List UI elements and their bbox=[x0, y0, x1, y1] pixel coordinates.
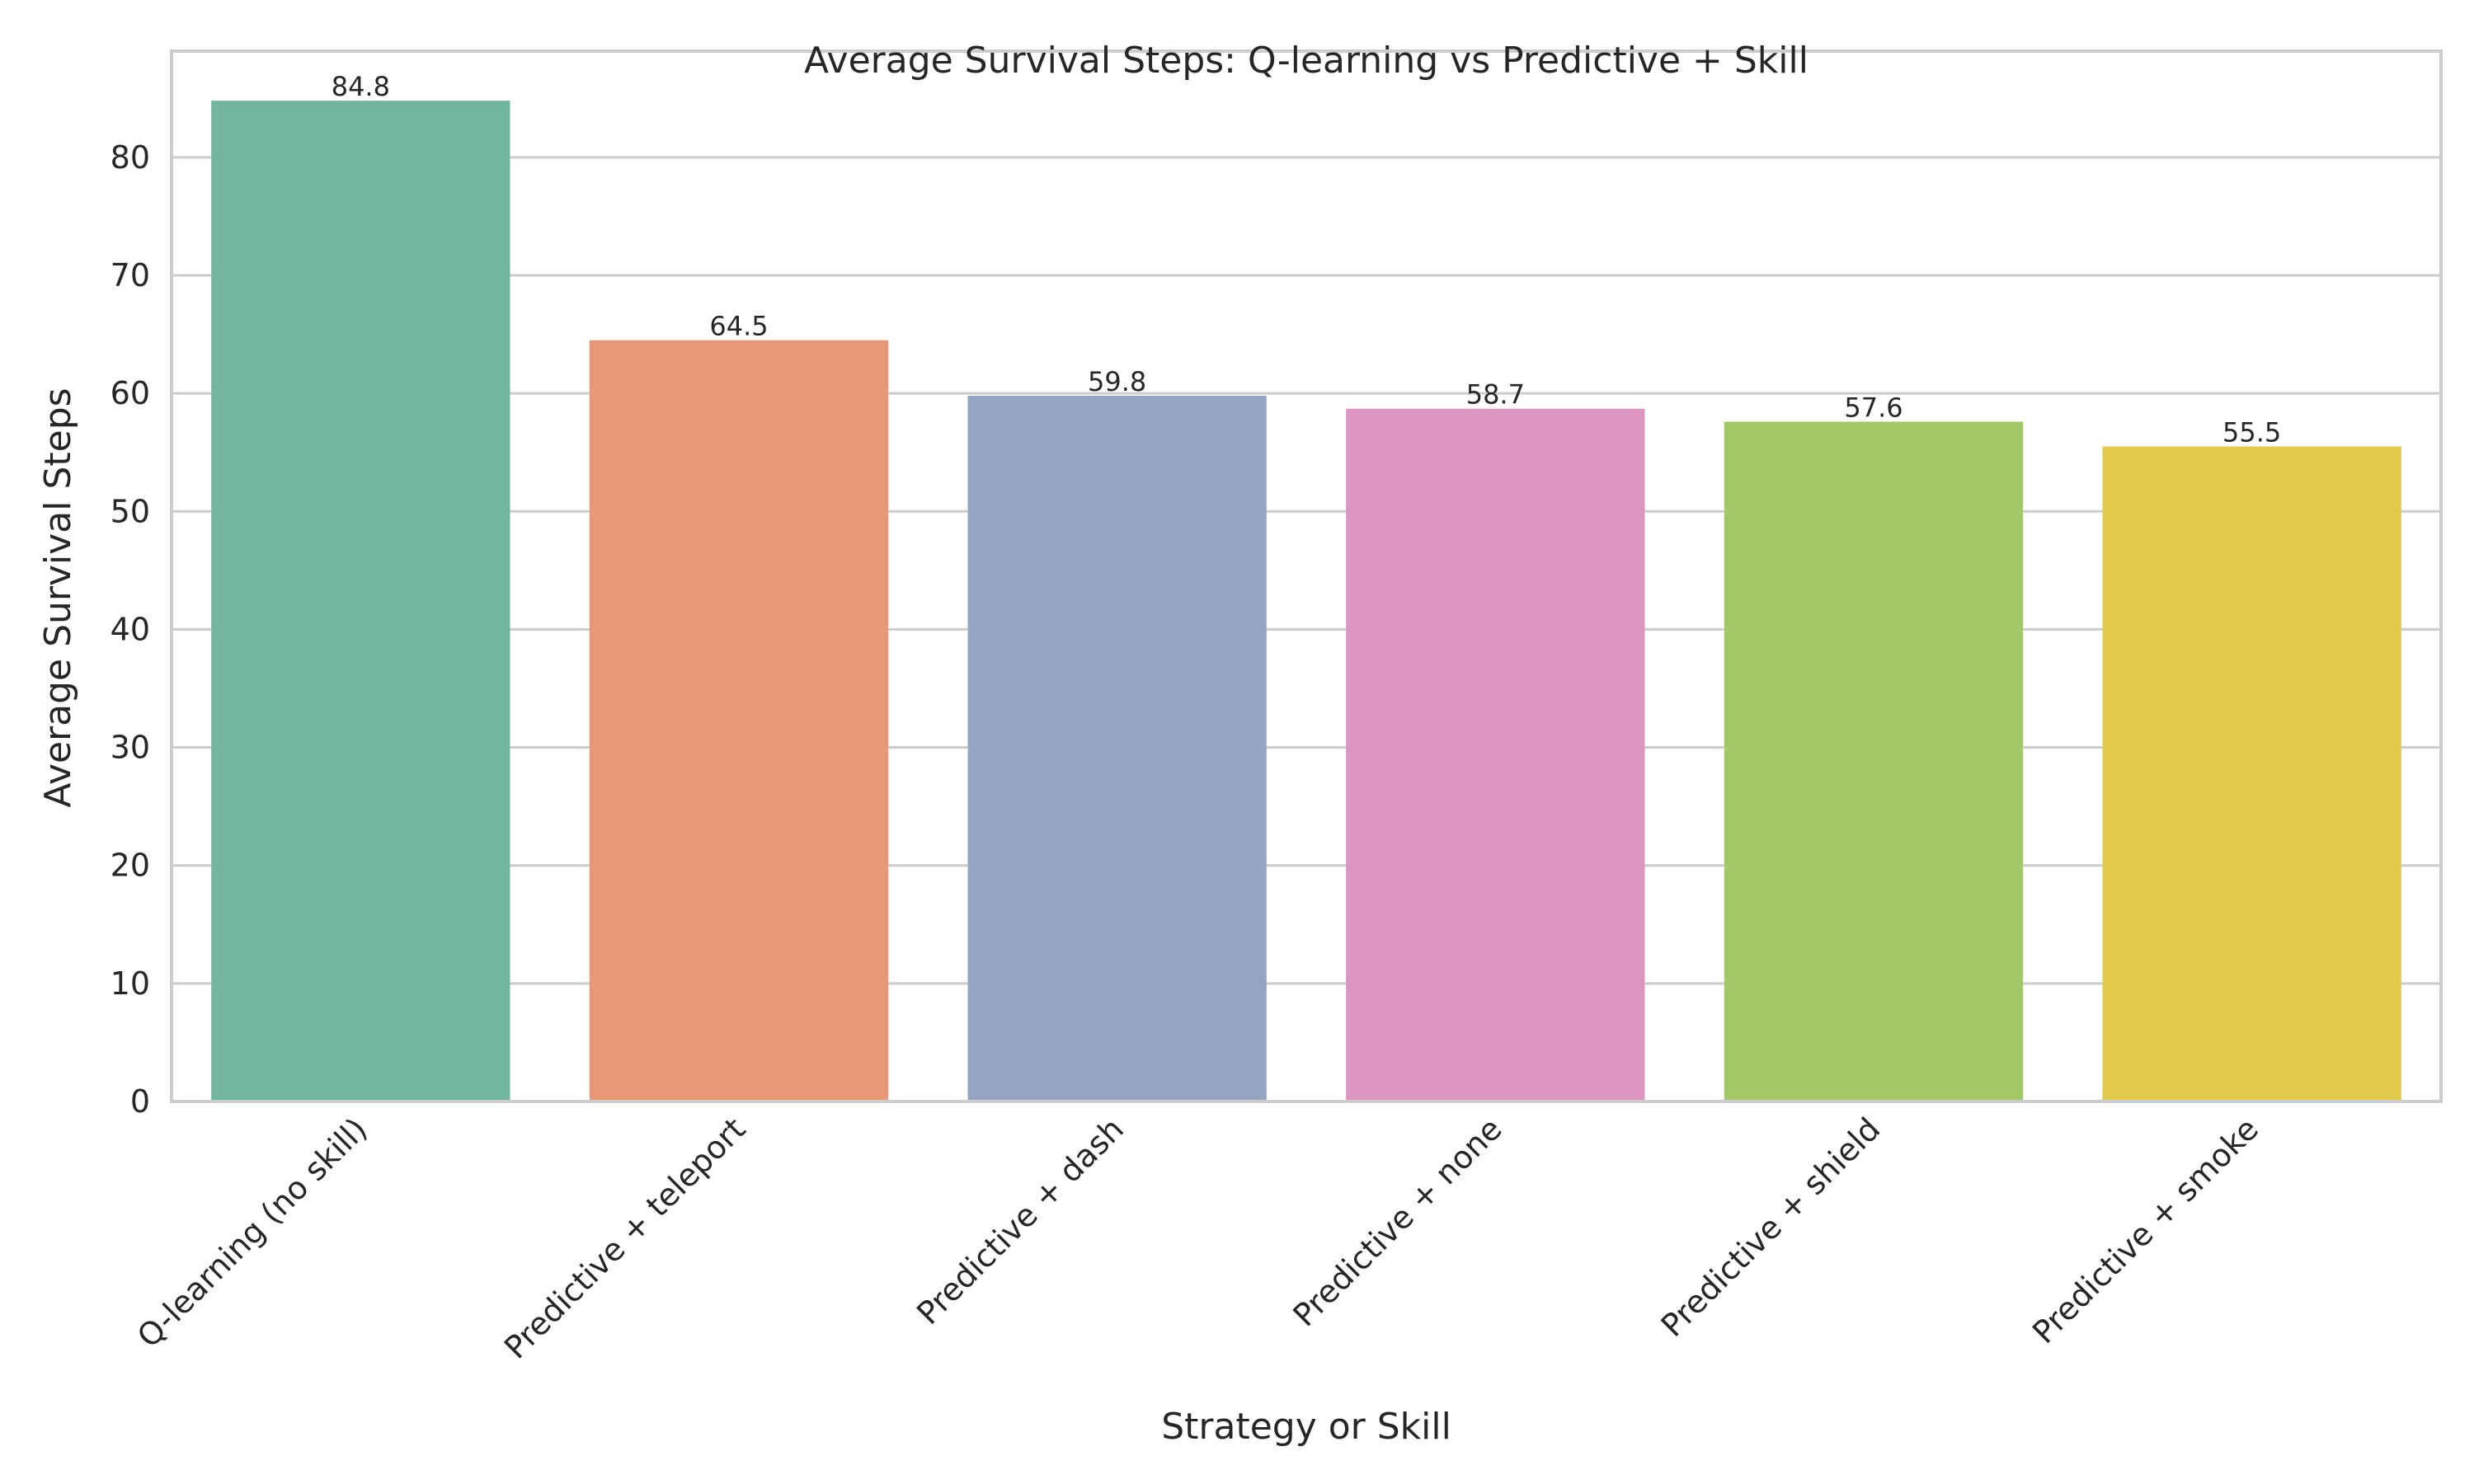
chart-title: Average Survival Steps: Q-learning vs Pr… bbox=[804, 40, 1808, 82]
y-tick-label: 70 bbox=[111, 257, 150, 294]
bar-value-label: 84.8 bbox=[332, 71, 390, 102]
x-tick-label: Predictive + dash bbox=[910, 1111, 1131, 1331]
bar-value-label: 64.5 bbox=[709, 311, 768, 342]
y-tick-label: 80 bbox=[111, 139, 150, 176]
y-tick-label: 20 bbox=[111, 848, 150, 884]
bar-value-label: 57.6 bbox=[1844, 392, 1903, 423]
y-tick-label: 60 bbox=[111, 375, 150, 411]
x-tick-label: Predictive + smoke bbox=[2025, 1111, 2265, 1350]
y-tick-label: 10 bbox=[111, 965, 150, 1002]
y-tick-label: 50 bbox=[111, 493, 150, 529]
bar bbox=[2102, 446, 2401, 1101]
bar bbox=[967, 395, 1267, 1101]
bars bbox=[211, 101, 2401, 1102]
x-tick-label: Q-learning (no skill) bbox=[130, 1111, 374, 1355]
gridlines bbox=[172, 156, 2441, 1103]
y-axis-label: Average Survival Steps bbox=[37, 387, 79, 807]
plot-frame bbox=[170, 49, 2443, 1103]
x-ticks: Q-learning (no skill) Predictive + telepo… bbox=[130, 1111, 2265, 1365]
y-tick-label: 40 bbox=[111, 611, 150, 647]
bar-value-label: 58.7 bbox=[1466, 379, 1525, 411]
bar bbox=[589, 340, 889, 1101]
bar bbox=[1724, 421, 2024, 1101]
x-tick-label: Predictive + none bbox=[1286, 1111, 1509, 1333]
x-tick-label: Predictive + shield bbox=[1654, 1111, 1888, 1344]
bar-value-label: 55.5 bbox=[2222, 417, 2281, 448]
x-axis-label: Strategy or Skill bbox=[1161, 1406, 1451, 1448]
y-tick-label: 30 bbox=[111, 730, 150, 766]
y-ticks: 0 10 20 30 40 50 60 70 80 bbox=[111, 139, 150, 1120]
bar bbox=[211, 101, 510, 1102]
x-tick-label: Predictive + teleport bbox=[497, 1111, 752, 1365]
bar-value-label: 59.8 bbox=[1088, 366, 1146, 397]
y-tick-label: 0 bbox=[130, 1083, 150, 1120]
data-labels: 84.8 64.5 59.8 58.7 57.6 55.5 bbox=[332, 71, 2282, 448]
bar bbox=[1346, 408, 1645, 1102]
